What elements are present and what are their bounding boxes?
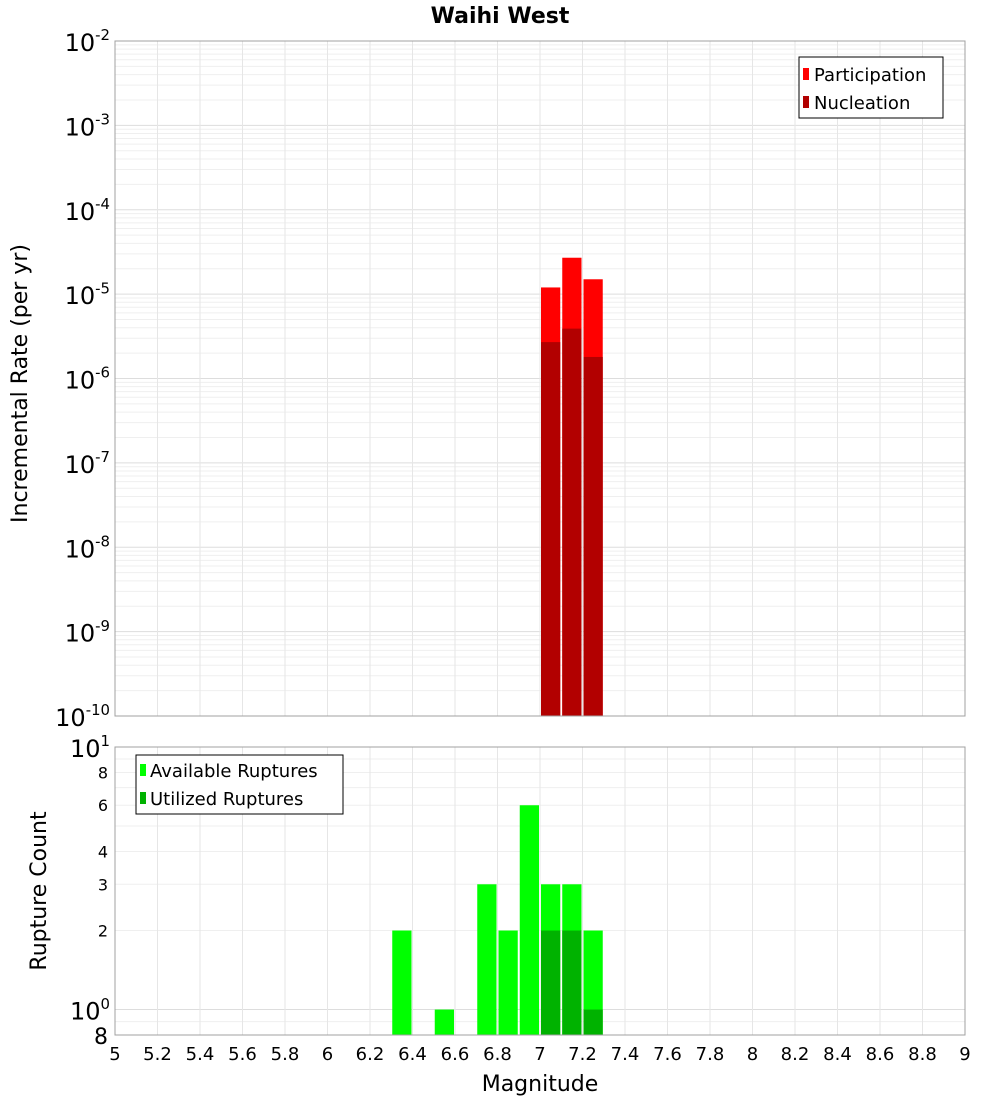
y-tick-label: 100 [70,995,110,1026]
x-tick-label: 6.2 [356,1044,385,1065]
count-bar [583,1009,603,1035]
count-bar [519,805,539,1035]
x-tick-label: 9 [959,1044,970,1065]
legend-box [135,754,344,815]
x-tick-label: 5 [109,1044,120,1065]
x-tick-label: 6 [322,1044,333,1065]
legend-label: Participation [814,65,926,86]
x-tick-label: 8.8 [908,1044,937,1065]
bottom-plot-frame [114,746,966,1036]
rate-bar [583,356,603,716]
x-tick-label: 8.4 [823,1044,852,1065]
x-tick-label: 5.2 [143,1044,172,1065]
x-tick-label: 8.2 [781,1044,810,1065]
legend-box [798,56,944,119]
legend-label: Utilized Ruptures [150,789,303,810]
y-axis-label: Incremental Rate (per yr) [8,244,33,523]
y-tick-label: 10-4 [65,195,110,226]
y-tick-label: 4 [98,842,108,861]
y-tick-label: 10-10 [55,701,110,732]
count-bar [477,884,497,1035]
count-bar [562,930,582,1035]
y-tick-label: 10-6 [65,364,110,395]
y-tick-label: 2 [98,922,108,941]
legend-swatch [803,68,809,80]
legend-label: Nucleation [814,93,910,114]
legend-label: Available Ruptures [150,761,318,782]
y-tick-label: 8 [94,1025,108,1050]
rate-bar [562,328,582,716]
count-bar [434,1009,454,1035]
legend-swatch [140,764,146,776]
y-tick-label: 3 [98,875,108,894]
y-tick-label: 10-8 [65,532,110,563]
x-tick-label: 7.2 [568,1044,597,1065]
count-bar [498,930,518,1035]
chart-title: Waihi West [431,4,570,29]
x-tick-label: 7.4 [611,1044,640,1065]
x-tick-label: 6.8 [483,1044,512,1065]
x-tick-label: 6.6 [441,1044,470,1065]
x-tick-label: 8.6 [866,1044,895,1065]
y-axis-label: Rupture Count [27,811,52,971]
y-tick-label: 10-3 [65,111,110,142]
x-tick-label: 8 [747,1044,758,1065]
x-tick-label: 6.4 [398,1044,427,1065]
y-tick-label: 10-7 [65,448,110,479]
legend-swatch [803,96,809,108]
x-tick-label: 7.8 [696,1044,725,1065]
rate-bar [541,342,561,716]
top-plot-frame [114,40,966,717]
y-tick-label: 10-9 [65,617,110,648]
x-tick-label: 5.6 [228,1044,257,1065]
y-tick-label: 6 [98,796,108,815]
x-axis-label: Magnitude [482,1072,599,1097]
x-tick-label: 5.8 [271,1044,300,1065]
count-bar [541,930,561,1035]
y-tick-label: 8 [98,763,108,782]
count-bar [392,930,412,1035]
x-tick-label: 7 [534,1044,545,1065]
y-tick-label: 101 [70,732,110,763]
x-tick-label: 7.6 [653,1044,682,1065]
y-tick-label: 10-5 [65,279,110,310]
count-bar [583,930,603,1035]
legend-swatch [140,792,146,804]
y-tick-label: 10-2 [65,26,110,57]
x-tick-label: 5.4 [186,1044,215,1065]
